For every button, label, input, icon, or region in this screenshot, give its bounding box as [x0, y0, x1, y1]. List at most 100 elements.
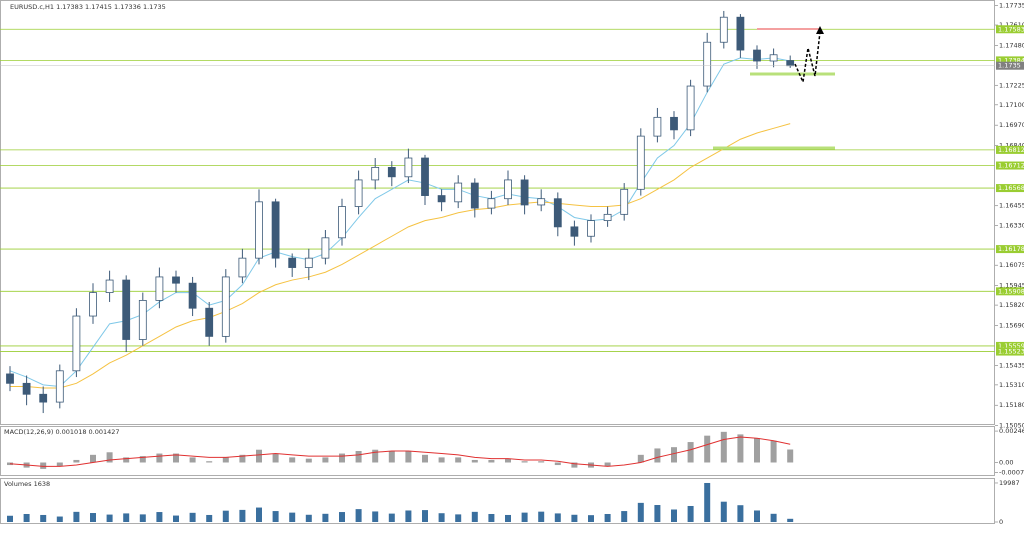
- volume-bar: [637, 502, 644, 522]
- price-panel-frame: [0, 0, 995, 425]
- macd-bar: [305, 458, 312, 463]
- volume-last: 1638: [34, 480, 51, 488]
- volume-bar: [488, 513, 495, 522]
- candle-body: [271, 201, 280, 259]
- macd-bar: [488, 459, 495, 463]
- volume-bar: [90, 513, 96, 522]
- candle-body: [653, 116, 662, 137]
- last-high: 1.17415: [85, 3, 112, 11]
- macd-bar: [571, 462, 578, 468]
- candle-body: [570, 226, 579, 237]
- macd-bar: [422, 454, 428, 463]
- y-tick-label: 1.16330: [999, 221, 1024, 229]
- y-tick-label: 1.17100: [999, 101, 1024, 109]
- macd-bar: [671, 447, 677, 463]
- y-tick-label: 1.16970: [999, 121, 1024, 129]
- level-label-bg: [996, 341, 1024, 350]
- moving-average: [10, 123, 791, 389]
- macd-bar: [654, 448, 661, 463]
- price-header: EURUSD.c,H1 1.17383 1.17415 1.17336 1.17…: [10, 3, 166, 11]
- level-label-bg: [996, 245, 1024, 254]
- volume-bar: [704, 482, 711, 522]
- macd-bar: [40, 462, 47, 469]
- macd-bar: [90, 454, 96, 463]
- level-label-bg: [996, 56, 1024, 65]
- macd-bar: [123, 457, 130, 463]
- volume-bar: [256, 507, 262, 522]
- volume-bar: [7, 515, 13, 522]
- forecast-arrow: [794, 31, 821, 85]
- y-tick-label: 1.15690: [999, 321, 1024, 329]
- candle-body: [504, 179, 512, 200]
- candle-body: [736, 16, 745, 51]
- candle-body: [371, 167, 380, 181]
- y-tick-label: 0.00: [999, 459, 1013, 467]
- macd-bar: [521, 461, 528, 463]
- frames: [0, 0, 995, 524]
- volume-bar: [156, 512, 163, 522]
- level-label: 1.15523: [998, 348, 1024, 356]
- candle-body: [719, 16, 728, 43]
- macd-panel-frame: [0, 426, 995, 476]
- level-label: 1.15559: [998, 342, 1024, 350]
- macd-bar: [770, 440, 777, 463]
- candle-body: [487, 198, 496, 209]
- candle-body: [786, 60, 795, 67]
- volume-bar: [73, 511, 80, 522]
- volume-bar: [538, 511, 545, 522]
- volume-header: Volumes 1638: [4, 480, 50, 488]
- volume-panel-frame: [0, 478, 995, 524]
- y-tick-label: 1.15180: [999, 401, 1024, 409]
- candle-body: [636, 135, 645, 190]
- volume-bar: [106, 514, 113, 522]
- level-label: 1.17583: [998, 25, 1024, 33]
- volume-bar: [754, 510, 760, 522]
- volume-bar: [438, 513, 445, 522]
- candle-body: [338, 206, 346, 239]
- macd-bar: [272, 453, 279, 463]
- candle-body: [304, 257, 313, 268]
- volume-bar: [671, 509, 677, 522]
- level-label: 1.15908: [998, 287, 1024, 295]
- candle-body: [255, 201, 263, 259]
- y-tick-label: 1.15945: [999, 282, 1024, 290]
- candle-body: [520, 179, 529, 206]
- candle-body: [354, 179, 363, 207]
- y-tick-label: 0: [999, 518, 1003, 526]
- macd-bar: [687, 442, 694, 463]
- level-label: 1.16568: [998, 184, 1024, 192]
- last-open: 1.17383: [56, 3, 83, 11]
- volume-bar: [222, 510, 229, 522]
- macd-bar: [455, 457, 462, 463]
- candle-body: [404, 157, 413, 178]
- volume-bar: [322, 513, 329, 522]
- candle-body: [537, 198, 546, 206]
- candle-body: [89, 292, 97, 317]
- y-tick-label: 1.16075: [999, 261, 1024, 269]
- volume-bar: [305, 514, 312, 522]
- volume-bar: [139, 514, 146, 522]
- y-tick-label: 1.17735: [999, 1, 1024, 9]
- y-tick-label: 1.17480: [999, 41, 1024, 49]
- volume-bar: [239, 509, 246, 522]
- candle-body: [172, 276, 180, 284]
- candle-body: [55, 370, 64, 403]
- volume-bar: [654, 505, 661, 522]
- y-tick-label: -0.000788: [999, 469, 1024, 477]
- level-label: 1.16712: [998, 162, 1024, 170]
- y-tick-label: 19987: [999, 479, 1020, 487]
- y-tick-label: 1.16455: [999, 202, 1024, 210]
- level-label-bg: [996, 145, 1024, 154]
- y-tick-label: 1.15435: [999, 361, 1024, 369]
- level-label: 1.16178: [998, 245, 1024, 253]
- macd-bar: [704, 435, 711, 463]
- candle-body: [454, 182, 463, 203]
- annotations: [713, 26, 835, 150]
- volume-bar: [56, 516, 63, 522]
- level-label: 1.17384: [998, 56, 1024, 64]
- macd-bar: [139, 456, 146, 463]
- volume-bar: [173, 515, 179, 522]
- level-label-bg: [996, 161, 1024, 170]
